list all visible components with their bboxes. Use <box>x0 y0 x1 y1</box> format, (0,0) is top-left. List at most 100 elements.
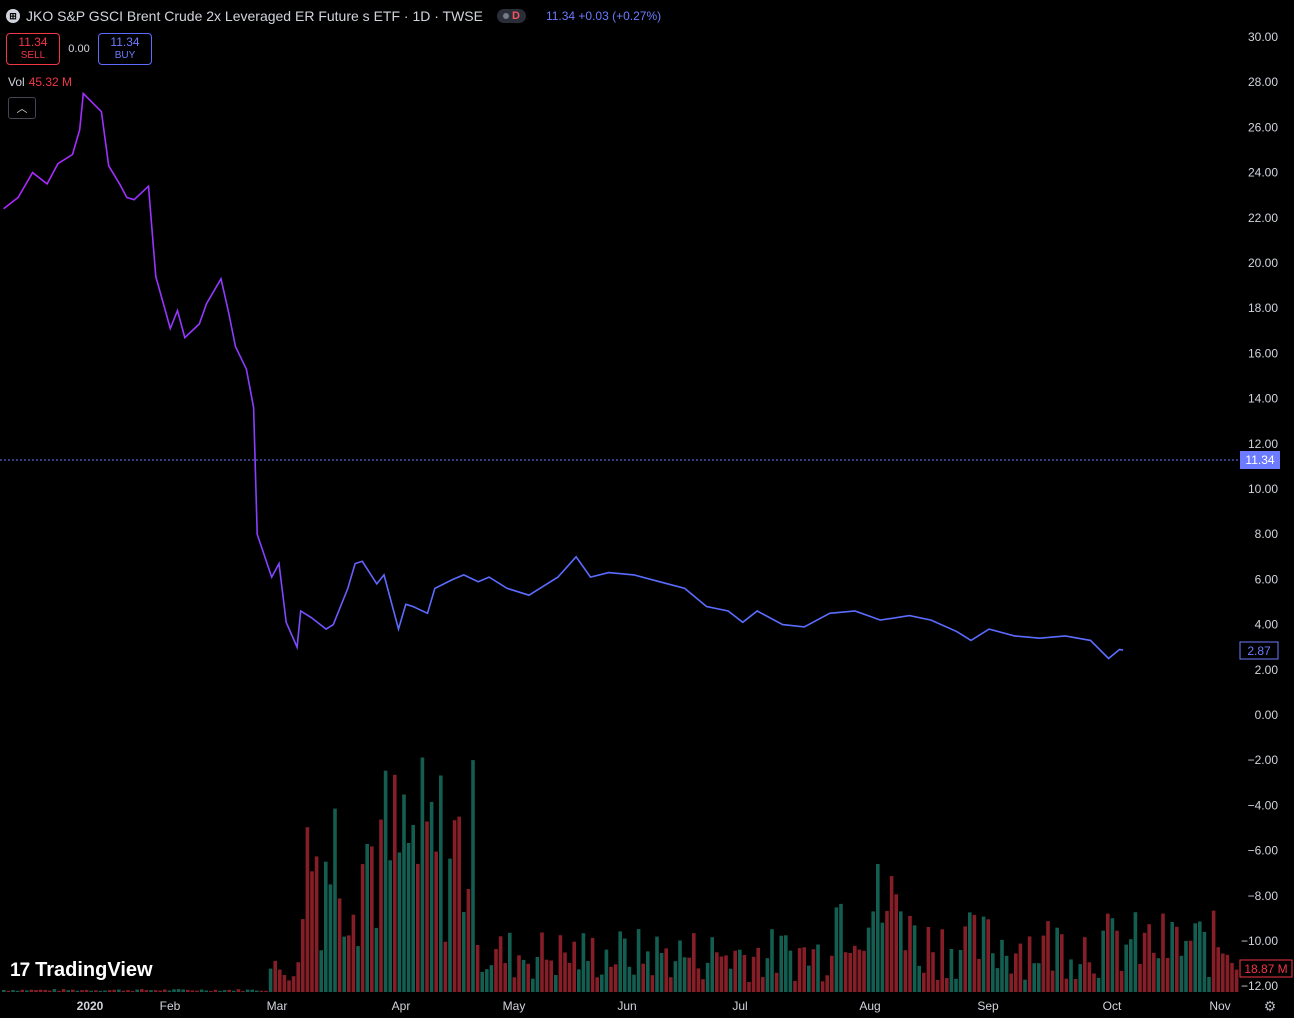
y-tick-label: −8.00 <box>1248 889 1279 903</box>
volume-bar <box>489 965 494 992</box>
gear-icon[interactable]: ⚙ <box>1263 998 1277 1014</box>
volume-bar <box>144 990 149 992</box>
volume-bar <box>314 856 319 992</box>
volume-bar <box>972 914 977 992</box>
price-series-line <box>3 91 1124 660</box>
volume-bar <box>250 989 254 992</box>
volume-bar <box>655 936 659 992</box>
volume-bar <box>770 929 774 992</box>
volume-bar <box>452 820 457 992</box>
y-axis[interactable]: 30.00 28.00 26.00 24.00 22.00 20.00 18.00 16.00… <box>1241 30 1278 993</box>
volume-bar <box>218 990 222 992</box>
volume-bar <box>176 989 181 992</box>
volume-bar <box>512 977 517 992</box>
volume-bar <box>25 990 29 992</box>
x-tick-label: Oct <box>1103 999 1122 1013</box>
buy-button[interactable]: 11.34 BUY <box>98 33 152 65</box>
y-tick-label: −12.00 <box>1241 979 1278 993</box>
volume-bar <box>130 990 135 992</box>
volume-bar <box>406 843 411 992</box>
volume-bar <box>981 916 986 992</box>
volume-bar <box>1060 934 1064 992</box>
volume-bar <box>347 935 351 992</box>
volume-bar <box>15 990 20 992</box>
volume-bar <box>949 949 954 992</box>
volume-bar <box>544 959 549 992</box>
volume-bar <box>1161 913 1165 992</box>
volume-bar <box>365 844 369 992</box>
volume-bar <box>107 990 112 992</box>
volume-bar <box>439 775 443 992</box>
x-axis[interactable]: 2020 Feb Mar Apr May Jun Jul Aug Sep Oct Nov <box>77 999 1231 1013</box>
sell-button[interactable]: 11.34 SELL <box>6 33 60 65</box>
y-tick-label: 30.00 <box>1248 30 1278 44</box>
y-tick-label: −2.00 <box>1248 753 1279 767</box>
volume-bar <box>1023 979 1027 992</box>
volume-bar <box>1221 953 1225 992</box>
symbol-title[interactable]: JKO S&P GSCI Brent Crude 2x Leveraged ER… <box>26 8 483 24</box>
volume-bar <box>825 975 829 992</box>
volume-bar <box>581 933 586 992</box>
volume-bar <box>876 864 880 992</box>
volume-bar <box>788 950 793 992</box>
volume-bar <box>475 945 480 992</box>
volume-bar <box>995 968 1000 992</box>
volume-bar <box>761 977 765 992</box>
volume-bar <box>586 961 590 992</box>
volume-bar <box>1188 940 1193 992</box>
volume-bar <box>558 935 563 992</box>
last-value-tag: 2.87 <box>1239 641 1279 660</box>
trade-panel: 11.34 SELL 0.00 11.34 BUY <box>6 33 152 65</box>
volume-bar <box>802 947 806 992</box>
volume-bar <box>1119 970 1124 992</box>
volume-bar <box>1046 921 1050 992</box>
y-tick-label: 22.00 <box>1248 211 1278 225</box>
price-tag-label: 11.34 <box>1245 453 1274 467</box>
spread-value: 0.00 <box>68 43 90 55</box>
market-status-badge[interactable]: D <box>496 9 526 23</box>
y-tick-label: 24.00 <box>1248 166 1278 180</box>
volume-bar <box>774 972 779 992</box>
volume-bar <box>94 990 98 992</box>
volume-bar <box>434 851 438 992</box>
volume-bar <box>112 989 116 992</box>
volume-bar <box>80 990 84 992</box>
volume-bar <box>563 952 567 992</box>
volume-legend[interactable]: Vol 45.32 M <box>8 75 72 89</box>
volume-bar <box>1152 952 1156 992</box>
volume-bar <box>595 977 599 992</box>
volume-bar <box>820 981 825 992</box>
volume-bar <box>692 933 696 992</box>
volume-bar <box>268 968 273 992</box>
volume-bar <box>636 929 641 992</box>
volume-bar <box>402 794 406 992</box>
volume-bar <box>567 963 572 992</box>
volume-bar <box>43 989 47 992</box>
volume-bar <box>701 979 705 992</box>
tradingview-logo[interactable]: 17 TradingView <box>10 959 153 982</box>
volume-bar <box>420 757 425 992</box>
volume-bar <box>1110 918 1115 992</box>
volume-bar <box>977 958 981 992</box>
volume-bar <box>1193 923 1197 992</box>
volume-bar <box>590 937 595 992</box>
volume-bar <box>857 949 862 992</box>
volume-bar <box>227 989 231 992</box>
volume-bar <box>61 989 66 992</box>
volume-bar <box>172 989 176 992</box>
collapse-legend-button[interactable]: ︿ <box>8 97 36 119</box>
volume-bar <box>880 922 885 992</box>
y-tick-label: −6.00 <box>1248 844 1279 858</box>
volume-bar <box>356 946 360 992</box>
volume-bar <box>1234 969 1239 992</box>
volume-bar <box>862 950 866 992</box>
volume-bar <box>526 963 530 992</box>
volume-bar <box>282 975 287 992</box>
volume-bar <box>926 927 931 992</box>
volume-bar <box>158 990 162 992</box>
volume-bar <box>503 963 507 992</box>
volume-bar <box>811 949 816 992</box>
volume-bar <box>324 861 328 992</box>
volume-bar <box>912 925 917 992</box>
